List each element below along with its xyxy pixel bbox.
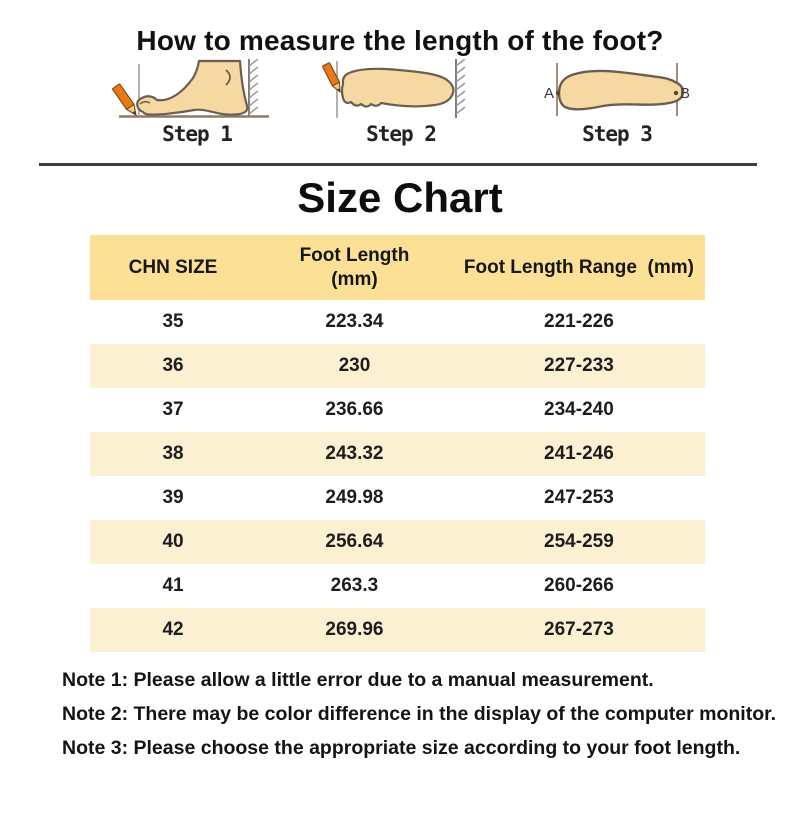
pencil-icon [322,62,341,94]
size-cell: 39 [162,487,184,508]
note-1: Note 1: Please allow a little error due … [62,669,654,691]
table-row: 40 256.64 254-259 [90,520,705,564]
measurement-steps: Step 1 Step 2 [0,59,800,147]
step-3-label: Step 3 [582,122,653,146]
size-chart-page: How to measure the length of the foot? [0,25,800,825]
table-row: 39 249.98 247-253 [90,476,705,520]
header-chn-size: CHN SIZE [128,256,218,278]
step-1-label: Step 1 [162,122,233,146]
size-cell: 40 [162,531,184,552]
size-table: CHN SIZE Foot Length (mm) Foot Length Ra… [90,235,705,652]
size-cell: 38 [162,443,184,464]
point-a-dot [555,90,561,96]
table-row: 41 263.3 260-266 [90,564,705,608]
section-divider [39,163,757,166]
header-foot-length: Foot Length (mm) [299,244,410,290]
pencil-icon [112,83,137,117]
toenail-detail [139,100,151,105]
range-cell: 227-233 [544,355,614,376]
header-foot-length-range: Foot Length Range (mm) [463,256,694,278]
table-row: 42 269.96 267-273 [90,608,705,652]
foot-side-illustration [112,59,269,118]
table-row: 38 243.32 241-246 [90,432,705,476]
foot-top-icon [340,67,455,108]
range-cell: 234-240 [544,399,614,420]
point-b-dot [673,90,679,96]
notes-section: Note 1: Please allow a little error due … [62,669,800,760]
step-2-label: Step 2 [366,122,437,146]
range-cell: 247-253 [544,487,614,508]
range-cell: 221-226 [544,311,614,332]
range-cell: 254-259 [544,531,614,552]
range-cell: 260-266 [544,575,614,596]
range-cell: 267-273 [544,619,614,640]
note-3: Note 3: Please choose the appropriate si… [62,737,741,759]
foot-length-cell: 263.3 [330,575,379,596]
size-cell: 37 [162,399,184,420]
foot-length-cell: 249.98 [325,487,384,508]
table-row: 35 223.34 221-226 [90,300,705,344]
table-row: 36 230 227-233 [90,344,705,388]
foot-sole-icon [557,69,685,111]
foot-top-illustration [322,59,466,118]
wall-icon [455,59,466,118]
foot-length-cell: 223.34 [325,311,384,332]
foot-length-cell: 236.66 [325,399,384,420]
ankle-detail [225,69,231,86]
wall-icon [248,59,259,116]
note-2: Note 2: There may be color difference in… [62,703,777,725]
foot-length-cell: 269.96 [325,619,384,640]
table-header-row: CHN SIZE Foot Length (mm) Foot Length Ra… [90,235,705,300]
step-2: Step 2 [301,59,501,147]
step-3: A B Step 3 [517,59,717,147]
table-row: 37 236.66 234-240 [90,388,705,432]
foot-side-icon [136,59,249,116]
size-cell: 41 [162,575,184,596]
point-b-label: B [680,85,690,102]
howto-title: How to measure the length of the foot? [136,25,664,56]
step-1: Step 1 [97,59,297,147]
range-cell: 241-246 [544,443,614,464]
foot-length-cell: 256.64 [325,531,384,552]
point-a-label: A [544,85,554,102]
foot-sole-illustration: A B [544,63,690,116]
size-cell: 42 [162,619,184,640]
size-cell: 36 [162,355,184,376]
foot-length-cell: 243.32 [325,443,384,464]
size-cell: 35 [162,311,184,332]
foot-length-cell: 230 [338,355,371,376]
size-chart-title: Size Chart [297,174,503,221]
